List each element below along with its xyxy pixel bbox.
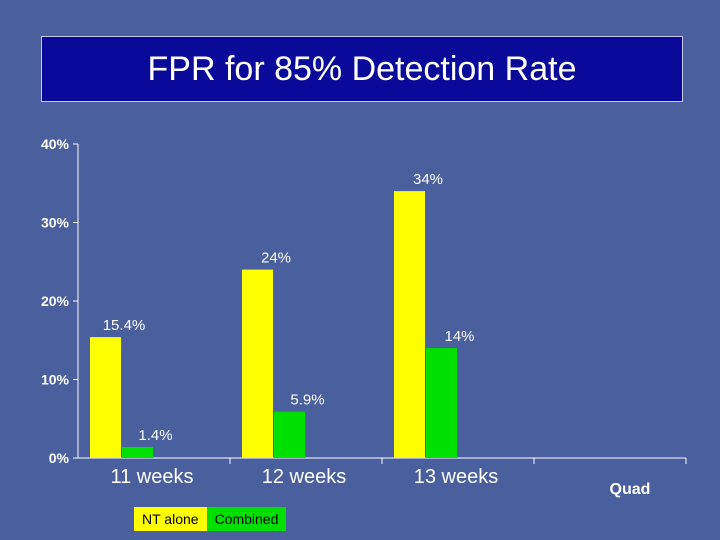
data-label-combined: 5.9%: [290, 392, 324, 409]
category-label: Quad: [610, 481, 651, 498]
bar-combined: [426, 348, 457, 458]
y-tick-label: 40%: [41, 136, 70, 152]
y-tick-label: 30%: [41, 215, 70, 231]
legend: NT alone Combined: [134, 507, 287, 531]
data-label-nt-alone: 15.4%: [103, 317, 146, 334]
chart-title: FPR for 85% Detection Rate: [147, 49, 577, 88]
legend-label-nt-alone: NT alone: [142, 511, 199, 527]
data-label-combined: 1.4%: [138, 427, 172, 444]
category-label: 11 weeks: [110, 466, 193, 488]
category-label: 13 weeks: [414, 466, 499, 488]
data-label-nt-alone: 34%: [413, 171, 443, 188]
bar-combined: [274, 411, 305, 458]
category-label: 12 weeks: [262, 466, 347, 488]
data-label-nt-alone: 24%: [261, 250, 291, 267]
title-box: FPR for 85% Detection Rate: [41, 36, 683, 102]
legend-item-nt-alone: NT alone: [134, 507, 207, 531]
y-tick-label: 0%: [49, 450, 70, 466]
legend-item-combined: Combined: [206, 507, 287, 531]
bar-combined: [122, 447, 153, 458]
y-tick-label: 10%: [41, 372, 70, 388]
data-label-combined: 14%: [444, 328, 474, 345]
legend-label-combined: Combined: [214, 511, 279, 527]
y-tick-label: 20%: [41, 293, 70, 309]
bar-nt-alone: [242, 269, 273, 458]
bar-nt-alone: [394, 191, 425, 458]
bar-nt-alone: [90, 337, 121, 458]
